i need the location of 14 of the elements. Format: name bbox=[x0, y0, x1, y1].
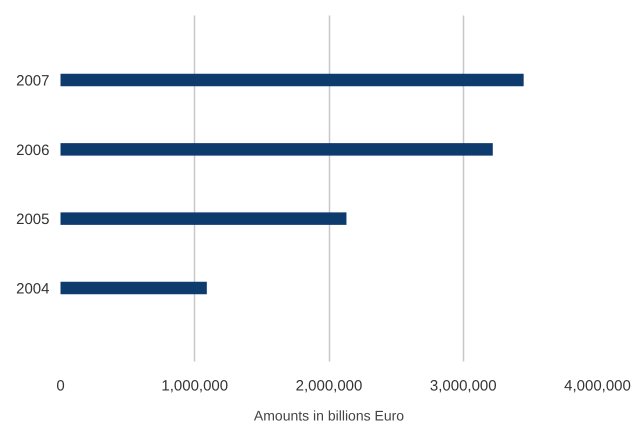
bar bbox=[60, 282, 207, 294]
bar bbox=[60, 143, 493, 156]
x-tick-label: 0 bbox=[56, 378, 65, 394]
bar bbox=[60, 74, 524, 86]
y-tick-label: 2007 bbox=[16, 72, 50, 90]
bar bbox=[60, 212, 346, 225]
y-tick-label: 2006 bbox=[16, 142, 50, 159]
x-tick-label: 1,000,000 bbox=[161, 378, 228, 394]
y-tick-label: 2004 bbox=[16, 280, 50, 298]
x-tick-label: 2,000,000 bbox=[296, 378, 362, 394]
y-tick-label: 2005 bbox=[16, 211, 50, 228]
x-axis-title: Amounts in billions Euro bbox=[254, 408, 404, 424]
x-tick-label: 4,000,000 bbox=[564, 378, 631, 394]
x-tick-label: 3,000,000 bbox=[430, 378, 497, 394]
